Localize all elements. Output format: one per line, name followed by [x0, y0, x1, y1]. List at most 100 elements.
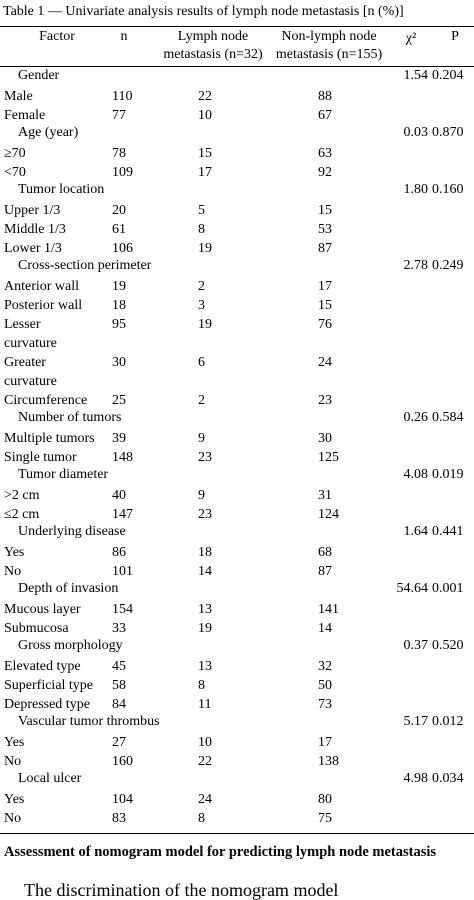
p-value: 0.520 [432, 638, 464, 653]
lymph-value: 2 [198, 393, 205, 408]
n-value: 58 [112, 678, 126, 693]
n-value: 95 [112, 317, 126, 332]
n-value: 148 [112, 450, 133, 465]
lymph-value: 19 [198, 317, 212, 332]
p-value: 0.001 [432, 581, 464, 596]
nonlymph-value: 75 [318, 811, 332, 826]
factor-label: ≥70 [4, 146, 26, 161]
p-value: 0.870 [432, 125, 464, 140]
lymph-value: 8 [198, 811, 205, 826]
header: Non-lymph node [281, 29, 377, 44]
nonlymph-value: 24 [318, 355, 332, 370]
group-label: Vascular tumor thrombus [18, 714, 160, 729]
p-value: 0.012 [432, 714, 464, 729]
chi2-value: 4.98 [403, 771, 429, 786]
p-value: 0.160 [432, 182, 464, 197]
p-value: 0.204 [432, 68, 464, 83]
nonlymph-value: 30 [318, 431, 332, 446]
chi2-value: 4.08 [403, 467, 429, 482]
paragraph: The discrimination of the nomogram model [24, 880, 339, 900]
factor-label: Circumference [4, 393, 88, 408]
factor-label: Middle 1/3 [4, 222, 66, 237]
n-value: 101 [112, 564, 133, 579]
lymph-value: 19 [198, 241, 212, 256]
factor-label: Greater curvature [4, 355, 57, 389]
n-value: 33 [112, 621, 126, 636]
chi2-value: 2.78 [403, 258, 429, 273]
group-label: Underlying disease [18, 524, 126, 539]
factor-label: No [4, 811, 22, 826]
factor-label: Anterior wall [4, 279, 80, 294]
group-label: Tumor diameter [18, 467, 109, 482]
factor-label: Single tumor [4, 450, 77, 465]
nonlymph-value: 141 [318, 602, 339, 617]
chi2-value: 0.37 [403, 638, 429, 653]
nonlymph-value: 67 [318, 108, 332, 123]
factor-label: Upper 1/3 [4, 203, 61, 218]
lymph-value: 6 [198, 355, 205, 370]
factor-label: Lesser curvature [4, 317, 57, 351]
n-value: 147 [112, 507, 133, 522]
nonlymph-value: 23 [318, 393, 332, 408]
n-value: 61 [112, 222, 126, 237]
nonlymph-value: 80 [318, 792, 332, 807]
lymph-value: 22 [198, 754, 212, 769]
n-value: 77 [112, 108, 126, 123]
nonlymph-value: 138 [318, 754, 339, 769]
factor-label: Female [4, 108, 46, 123]
n-value: 78 [112, 146, 126, 161]
header: χ² [405, 31, 417, 46]
nonlymph-value: 31 [318, 488, 332, 503]
lymph-value: 5 [198, 203, 205, 218]
n-value: 84 [112, 697, 126, 712]
nonlymph-value: 50 [318, 678, 332, 693]
factor-label: Yes [4, 735, 25, 750]
chi2-value: 54.64 [396, 581, 429, 596]
nonlymph-value: 14 [318, 621, 332, 636]
n-value: 154 [112, 602, 133, 617]
chi2-value: 5.17 [403, 714, 429, 729]
n-value: 110 [112, 89, 133, 104]
lymph-value: 2 [198, 279, 205, 294]
n-value: 109 [112, 165, 133, 180]
chi2-value: 0.26 [403, 410, 429, 425]
p-value: 0.019 [432, 467, 464, 482]
n-value: 40 [112, 488, 126, 503]
factor-label: Lower 1/3 [4, 241, 62, 256]
lymph-value: 9 [198, 431, 205, 446]
nonlymph-value: 125 [318, 450, 339, 465]
nonlymph-value: 17 [318, 735, 332, 750]
factor-label: <70 [4, 165, 26, 180]
nonlymph-value: 15 [318, 203, 332, 218]
group-label: Number of tumors [18, 410, 122, 425]
n-value: 106 [112, 241, 133, 256]
lymph-value: 8 [198, 678, 205, 693]
n-value: 25 [112, 393, 126, 408]
chi2-value: 0.03 [403, 125, 429, 140]
group-label: Gross morphology [18, 638, 123, 653]
lymph-value: 3 [198, 298, 205, 313]
p-value: 0.249 [432, 258, 464, 273]
header: P [451, 29, 459, 44]
group-label: Cross-section perimeter [18, 258, 152, 273]
nonlymph-value: 87 [318, 241, 332, 256]
p-value: 0.584 [432, 410, 464, 425]
factor-label: Yes [4, 545, 25, 560]
n-value: 104 [112, 792, 133, 807]
nonlymph-value: 88 [318, 89, 332, 104]
n-value: 45 [112, 659, 126, 674]
factor-label: Submucosa [4, 621, 69, 636]
chi2-value: 1.64 [403, 524, 429, 539]
p-value: 0.441 [432, 524, 464, 539]
lymph-value: 23 [198, 450, 212, 465]
factor-label: No [4, 754, 22, 769]
n-value: 86 [112, 545, 126, 560]
nonlymph-value: 68 [318, 545, 332, 560]
factor-label: Male [4, 89, 33, 104]
nonlymph-value: 87 [318, 564, 332, 579]
header: Lymph node [177, 29, 249, 44]
chi2-value: 1.80 [403, 182, 429, 197]
factor-label: Multiple tumors [4, 431, 95, 446]
nonlymph-value: 92 [318, 165, 332, 180]
rule [0, 66, 474, 67]
